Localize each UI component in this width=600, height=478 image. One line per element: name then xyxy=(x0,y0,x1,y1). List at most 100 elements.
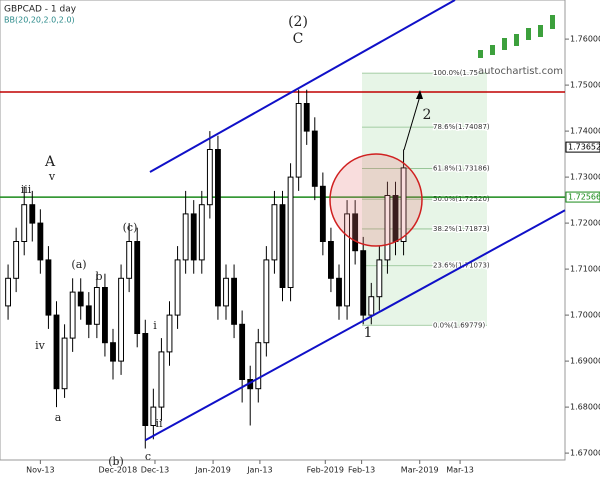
candle-body xyxy=(303,103,310,132)
logo: autochartist.com xyxy=(478,15,563,77)
price-tag: 1.73652 xyxy=(568,143,600,152)
candle-body xyxy=(319,185,326,243)
candle-body xyxy=(53,314,60,390)
candle-body xyxy=(400,167,407,242)
candle-body xyxy=(142,333,149,426)
arrow xyxy=(403,95,421,151)
candle-body xyxy=(134,241,141,334)
candle-body xyxy=(77,291,84,307)
candle-body xyxy=(118,277,124,362)
candle-body xyxy=(29,204,36,224)
x-tick-label: Feb-2019 xyxy=(307,466,344,475)
candle-body xyxy=(311,130,318,187)
chart-title: GBPCAD - 1 day xyxy=(4,5,77,15)
candle-body xyxy=(126,241,133,279)
fib-label: 23.6%(1.71073) xyxy=(433,262,490,270)
price-tag-box xyxy=(565,141,600,153)
candle-body xyxy=(295,103,302,178)
candle-body xyxy=(93,287,100,325)
wave-label: (2) xyxy=(288,14,308,30)
wave-label: C xyxy=(293,31,304,47)
x-tick-label: Dec-13 xyxy=(141,466,170,475)
candle-body xyxy=(102,287,108,344)
wave-label: iii xyxy=(21,183,32,196)
candle-body xyxy=(37,222,44,261)
wave-label: v xyxy=(48,170,56,183)
x-tick-label: Nov-13 xyxy=(26,466,54,475)
x-tick-label: Jan-13 xyxy=(246,466,272,475)
candle-body xyxy=(360,250,367,316)
candle-body xyxy=(13,241,20,279)
wave-label: a xyxy=(55,411,62,424)
wave-label: (a) xyxy=(71,258,86,271)
candle-body xyxy=(45,259,52,316)
wave-label: A xyxy=(44,154,56,170)
candle-body xyxy=(271,204,278,261)
x-tick-label: Jan-2019 xyxy=(194,466,231,475)
y-tick-label: 1.73000 xyxy=(570,173,600,182)
candle-body xyxy=(263,259,270,344)
candle-body xyxy=(150,406,157,427)
indicator-label: BB(20,20,2.0,2.0) xyxy=(4,16,75,25)
x-tick-label: Mar-13 xyxy=(446,466,474,475)
fib-label: 38.2%(1.71873) xyxy=(433,225,490,233)
candle-body xyxy=(166,314,173,353)
wave-label: 1 xyxy=(364,325,373,341)
price-tag: 1.72566 xyxy=(568,193,600,202)
candle-body xyxy=(198,204,205,261)
wave-label: c xyxy=(145,450,151,463)
highlight-circle xyxy=(329,153,423,247)
wave-label: iv xyxy=(35,339,46,352)
price-tag-box xyxy=(565,191,600,203)
candle-body xyxy=(336,277,342,307)
arrow-head xyxy=(416,90,423,99)
fib-label: 61.8%(1.73186) xyxy=(433,165,490,173)
candle-body xyxy=(376,259,383,298)
y-tick-label: 1.70000 xyxy=(570,311,600,320)
y-tick-label: 1.69000 xyxy=(570,357,600,366)
candle-body xyxy=(158,351,165,408)
candle-body xyxy=(61,337,68,390)
candle-body xyxy=(206,149,213,206)
candle-body xyxy=(69,291,76,339)
candle-body xyxy=(85,305,92,325)
fib-label: 100.0%(1.75 xyxy=(433,69,478,77)
wave-label: i xyxy=(153,319,157,332)
wave-label: (c) xyxy=(123,221,138,234)
fib-label: 0.0%(1.69779) xyxy=(433,321,485,329)
wave-label: 2 xyxy=(423,107,432,123)
y-tick-label: 1.75000 xyxy=(570,81,600,90)
y-tick-label: 1.68000 xyxy=(570,403,600,412)
wave-label: (b) xyxy=(108,455,124,468)
x-tick-label: Dec-2018 xyxy=(98,466,137,475)
candle-body xyxy=(328,241,334,279)
y-tick-label: 1.74000 xyxy=(570,127,600,136)
fib-label: 50.0%(1.72520) xyxy=(433,195,490,203)
y-tick-label: 1.76000 xyxy=(570,35,600,44)
wave-label: ii xyxy=(155,417,163,430)
candle-body xyxy=(182,213,189,261)
candle-body xyxy=(110,342,116,362)
y-tick-label: 1.71000 xyxy=(570,265,600,274)
candle-body xyxy=(279,204,286,288)
candle-body xyxy=(384,195,391,261)
y-tick-label: 1.72000 xyxy=(570,219,600,228)
candle-body xyxy=(352,213,359,252)
x-tick-label: Feb-13 xyxy=(348,466,375,475)
x-tick-label: Mar-2019 xyxy=(401,466,439,475)
y-tick-label: 1.67000 xyxy=(570,449,600,458)
candle-body xyxy=(21,204,28,242)
channel-line xyxy=(144,209,566,442)
candle-body xyxy=(223,277,229,307)
brand: autochartist.com xyxy=(478,66,563,77)
candle-body xyxy=(287,176,294,289)
candle-body xyxy=(255,342,262,390)
candle-body xyxy=(239,323,246,380)
candle-body xyxy=(215,149,221,307)
candle-body xyxy=(174,259,181,316)
channel-line xyxy=(149,0,456,173)
fib-label: 78.6%(1.74087) xyxy=(433,123,490,131)
wave-label: b xyxy=(95,270,102,283)
candle-body xyxy=(231,277,237,325)
